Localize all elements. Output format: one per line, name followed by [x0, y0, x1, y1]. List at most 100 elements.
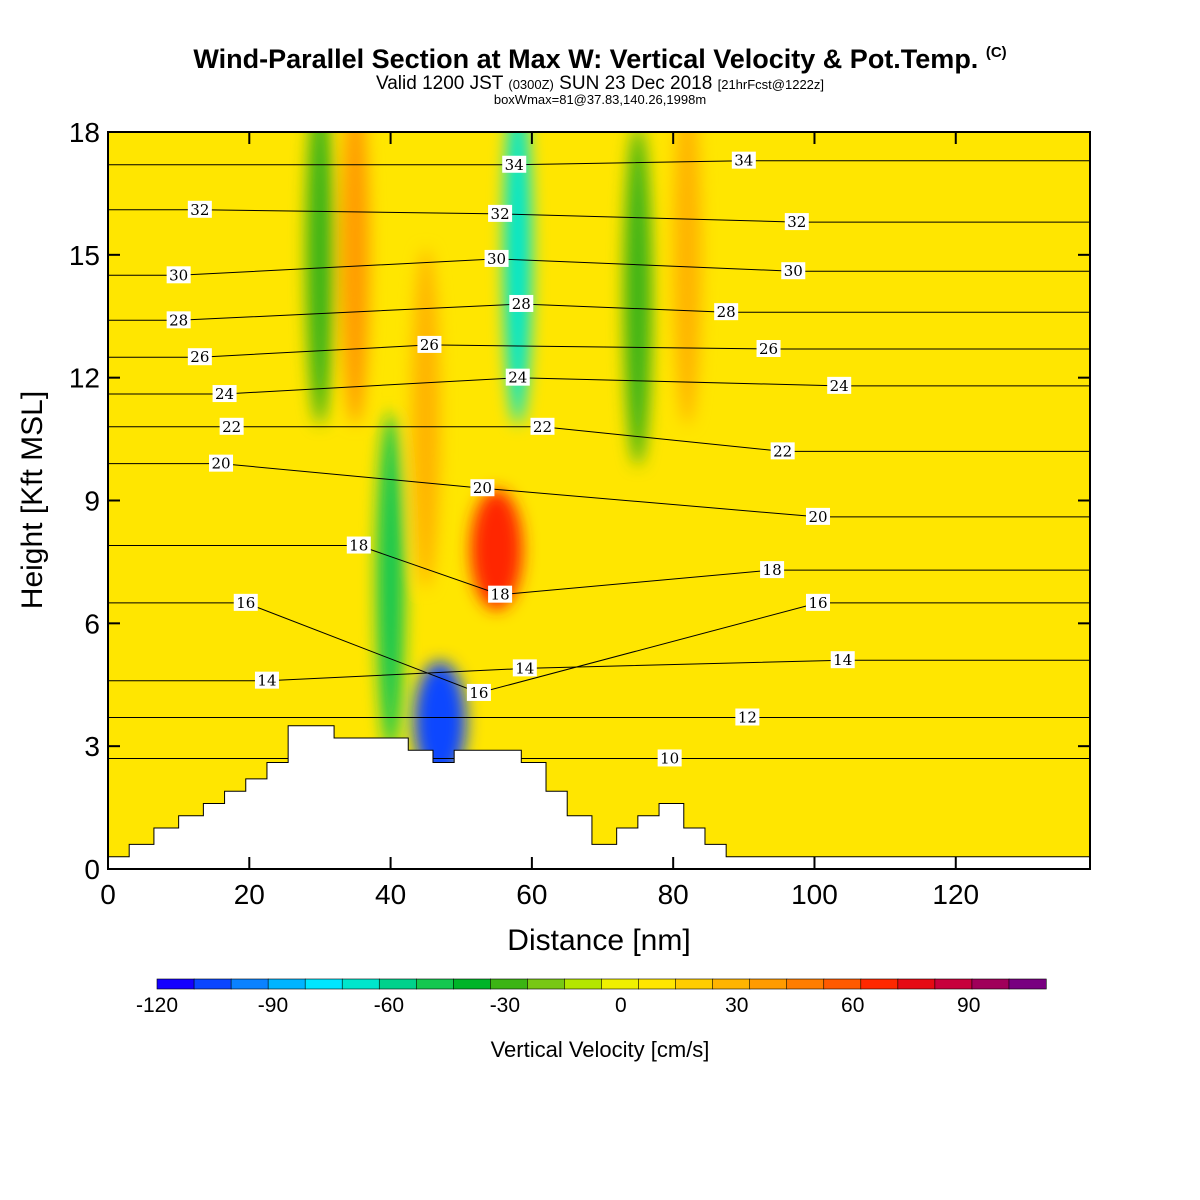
velocity-cell-downdraft-column — [623, 132, 652, 466]
colorbar-bin — [897, 978, 936, 990]
contour-label: 18 — [346, 536, 371, 555]
svg-text:16: 16 — [469, 684, 488, 702]
chart-title-text: Wind-Parallel Section at Max W: Vertical… — [193, 44, 979, 74]
svg-text:30: 30 — [169, 266, 188, 284]
svg-text:12: 12 — [738, 709, 757, 727]
colorbar-bin — [415, 978, 454, 990]
svg-text:16: 16 — [236, 594, 255, 612]
colorbar-bin — [601, 978, 640, 990]
contour-label: 32 — [187, 200, 212, 219]
colorbar-bin — [675, 978, 714, 990]
x-tick-label: 100 — [791, 879, 838, 910]
colorbar-bin — [712, 978, 751, 990]
contour-label: 16 — [466, 683, 491, 702]
svg-text:30: 30 — [784, 262, 803, 280]
svg-text:32: 32 — [491, 205, 510, 223]
svg-text:26: 26 — [190, 348, 209, 366]
colorbar-tick-label: -60 — [374, 994, 404, 1017]
contour-label: 24 — [827, 376, 852, 395]
svg-text:32: 32 — [190, 201, 209, 219]
contour-label: 22 — [219, 417, 244, 436]
colorbar-tick-label: -30 — [490, 994, 520, 1017]
contour-label: 32 — [488, 204, 513, 223]
contour-label: 14 — [254, 671, 279, 690]
valid-prefix: Valid 1200 JST — [375, 73, 504, 94]
colorbar-bin — [453, 978, 491, 990]
colorbar-bin — [527, 978, 566, 990]
svg-text:22: 22 — [773, 442, 792, 460]
colorbar-bin — [156, 978, 195, 990]
chart-subtitle: Valid 1200 JST (0300Z) SUN 23 Dec 2018 [… — [0, 73, 1200, 95]
theta-contour-34 — [108, 160, 1090, 166]
svg-text:14: 14 — [515, 659, 534, 677]
colorbar-bin — [564, 978, 603, 990]
colorbar-bin — [971, 978, 1010, 990]
contour-label: 14 — [830, 651, 855, 669]
colorbar-bin — [378, 978, 417, 990]
valid-date: SUN 23 Dec 2018 — [559, 73, 713, 94]
contour-label: 26 — [187, 348, 212, 366]
chart-title: Wind-Parallel Section at Max W: Vertical… — [0, 44, 1200, 75]
colorbar-tick-label: 30 — [725, 994, 748, 1017]
contour-label: 20 — [209, 454, 234, 473]
colorbar-bin — [638, 978, 677, 990]
colorbar-title: Vertical Velocity [cm/s] — [491, 1037, 710, 1062]
colorbar-bin — [193, 978, 232, 990]
colorbar-bin — [267, 978, 306, 990]
svg-text:28: 28 — [512, 295, 531, 313]
contour-label: 30 — [166, 266, 191, 284]
colorbar-tick-label: 60 — [841, 994, 864, 1017]
colorbar-bin — [341, 978, 380, 990]
y-tick-label: 3 — [84, 731, 100, 762]
y-tick-label: 12 — [69, 363, 100, 394]
svg-text:24: 24 — [508, 369, 527, 387]
contour-label: 24 — [212, 385, 237, 403]
svg-text:28: 28 — [717, 303, 736, 321]
y-axis-title: Height [Kft MSL] — [16, 391, 49, 609]
svg-text:18: 18 — [349, 537, 368, 555]
contour-label: 32 — [784, 213, 809, 231]
colorbar-bin — [1008, 978, 1047, 990]
colorbar-tick-label: -120 — [136, 994, 178, 1017]
colorbar-bin — [934, 978, 973, 990]
y-tick-label: 15 — [69, 240, 100, 271]
x-tick-label: 0 — [100, 879, 116, 910]
contour-label: 28 — [166, 311, 191, 329]
colorbar-tick-label: 0 — [615, 994, 627, 1017]
colorbar-bin — [230, 978, 269, 990]
contour-label: 12 — [735, 708, 760, 727]
colorbar-tick-label: 90 — [957, 994, 980, 1017]
valid-utc: (0300Z) — [508, 77, 554, 92]
contour-label: 16 — [806, 593, 831, 612]
x-axis-title: Distance [nm] — [507, 924, 690, 957]
velocity-cell-downdraft-column — [305, 132, 334, 425]
velocity-cell-updraft-column — [411, 248, 440, 589]
colorbar-tick-label: -90 — [258, 994, 288, 1017]
svg-text:32: 32 — [787, 213, 806, 231]
svg-text:24: 24 — [215, 385, 234, 403]
contour-label: 34 — [502, 155, 527, 174]
velocity-cell-updraft-column — [341, 132, 370, 425]
contour-label: 28 — [714, 303, 739, 321]
svg-text:16: 16 — [808, 594, 827, 612]
x-tick-label: 60 — [516, 879, 547, 910]
svg-text:34: 34 — [734, 152, 753, 170]
colorbar-bin — [749, 978, 788, 990]
contour-label: 26 — [756, 340, 781, 358]
svg-text:24: 24 — [830, 377, 849, 395]
svg-text:18: 18 — [491, 586, 510, 604]
svg-text:14: 14 — [257, 672, 276, 690]
plot-background — [108, 132, 1090, 869]
x-tick-label: 40 — [375, 879, 406, 910]
svg-text:18: 18 — [763, 561, 782, 579]
colorbar-bin — [786, 978, 825, 990]
svg-text:10: 10 — [660, 749, 679, 767]
colorbar-bin — [860, 978, 899, 990]
axes: 0 20 40 60 80 100 120 0 3 6 9 12 15 18 — [69, 117, 1090, 910]
contour-label: 18 — [488, 585, 513, 604]
contour-label: 20 — [806, 507, 831, 526]
contour-label: 26 — [417, 335, 442, 354]
svg-text:14: 14 — [833, 651, 852, 669]
velocity-cell-updraft-max — [470, 489, 523, 610]
